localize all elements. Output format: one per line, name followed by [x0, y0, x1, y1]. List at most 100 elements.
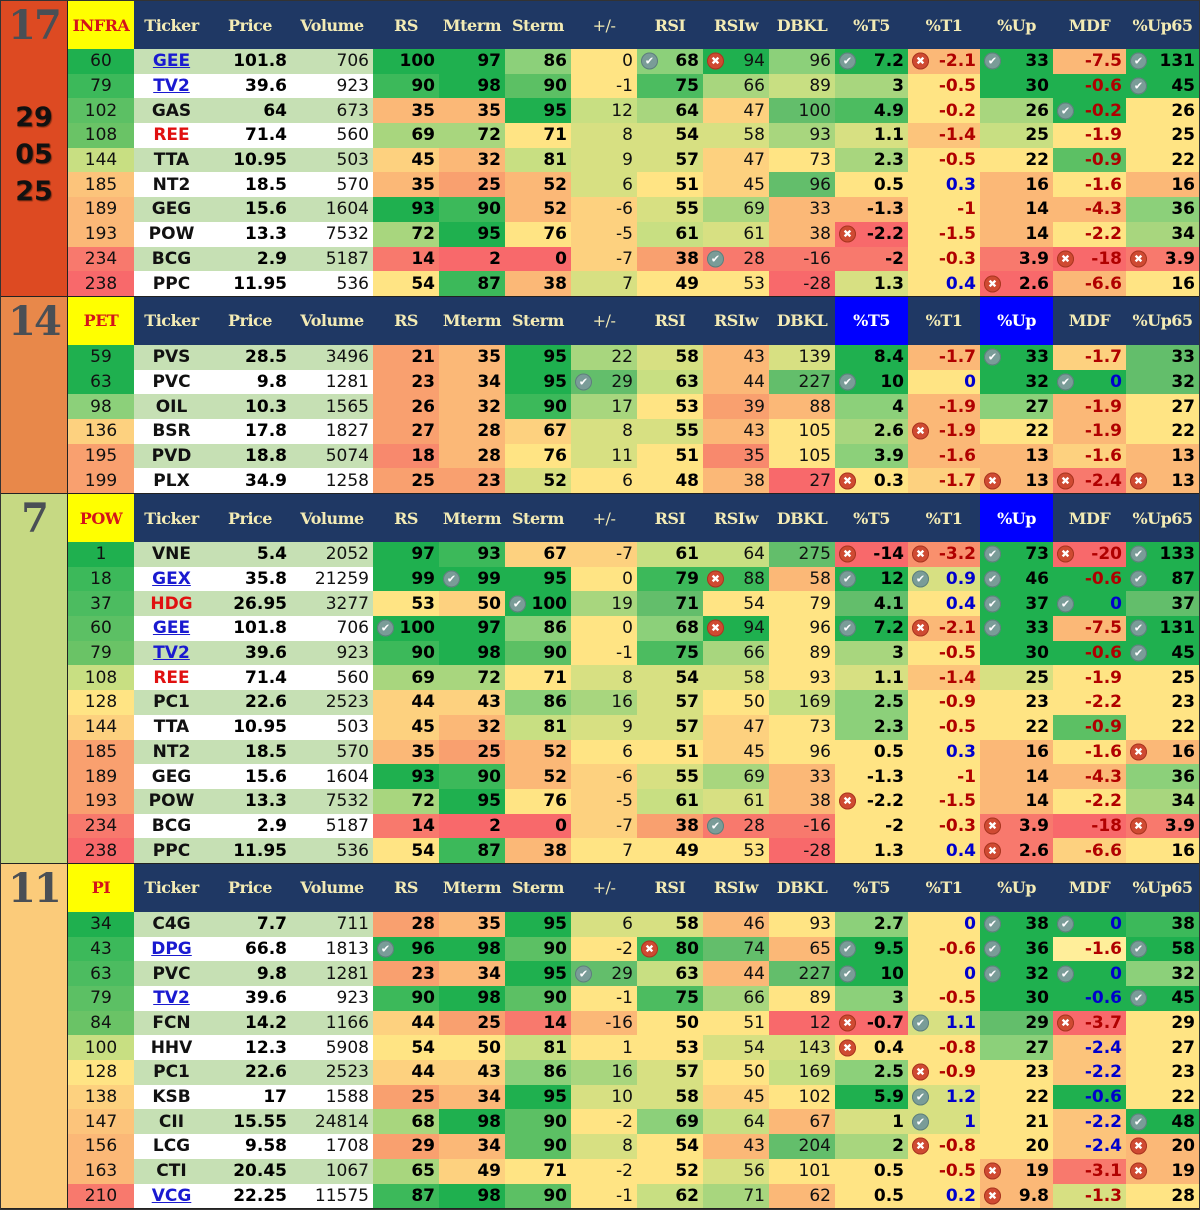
table-row[interactable]: 210 VCG 22.25 11575 87 98 90 -1 62 71 62 0.5 0.2 9.8 ✖…: [68, 1183, 1199, 1209]
table-row[interactable]: 79 TV2 39.6 923 90 98 90 -1 75 66 89 3 -0.5 30 -0.6 45 ✔: [68, 640, 1199, 666]
cell-ticker[interactable]: REE: [134, 123, 209, 148]
column-header-mterm[interactable]: Mterm: [442, 15, 502, 35]
cell-ticker[interactable]: KSB: [134, 1084, 209, 1110]
column-header-dbkl[interactable]: DBKL: [776, 15, 828, 35]
table-row[interactable]: 193 POW 13.3 7532 72 95 76 -5 61 61 38 -2.2 ✖ -1.5 14 -…: [68, 788, 1199, 814]
column-header-mdf[interactable]: MDF: [1068, 878, 1111, 898]
cell-ticker[interactable]: LCG: [134, 1134, 209, 1159]
column-header-rsiw[interactable]: RSIw: [713, 15, 759, 35]
cell-ticker[interactable]: TV2: [134, 986, 209, 1011]
ticker-link[interactable]: CII: [158, 1111, 185, 1132]
table-row[interactable]: 37 HDG 26.95 3277 53 50 100 ✔ 19 71 54 79 4.1 0.4 37 ✔ 0…: [68, 591, 1199, 617]
cell-ticker[interactable]: REE: [134, 665, 209, 691]
column-header-rs[interactable]: RS: [394, 15, 418, 35]
cell-ticker[interactable]: C4G: [134, 911, 209, 937]
column-header-rsi[interactable]: RSI: [654, 878, 686, 898]
table-row[interactable]: 108 REE 71.4 560 69 72 71 8 54 58 93 1.1 -1.4 25 -1.9 2…: [68, 123, 1199, 148]
ticker-link[interactable]: TV2: [153, 76, 190, 97]
table-row[interactable]: 79 TV2 39.6 923 90 98 90 -1 75 66 89 3 -0.5 30 -0.6 45 ✔: [68, 986, 1199, 1011]
ticker-link[interactable]: PC1: [153, 1062, 190, 1083]
column-header-volume[interactable]: Volume: [300, 15, 364, 35]
cell-ticker[interactable]: NT2: [134, 172, 209, 198]
cell-ticker[interactable]: CII: [134, 1109, 209, 1135]
ticker-link[interactable]: LCG: [152, 1136, 191, 1157]
column-header-sterm[interactable]: Sterm: [512, 15, 564, 35]
column-header--up65[interactable]: %Up65: [1132, 508, 1193, 528]
column-header--t5[interactable]: %T5: [853, 878, 890, 898]
cell-ticker[interactable]: FCN: [134, 1010, 209, 1036]
column-header-rsiw[interactable]: RSIw: [713, 508, 759, 528]
cell-ticker[interactable]: OIL: [134, 394, 209, 419]
ticker-link[interactable]: CTI: [156, 1161, 187, 1182]
ticker-link[interactable]: REE: [153, 667, 190, 688]
ticker-link[interactable]: BCG: [151, 815, 192, 836]
column-header-rsiw[interactable]: RSIw: [713, 311, 759, 331]
table-row[interactable]: 193 POW 13.3 7532 72 95 76 -5 61 61 38 -2.2 ✖ -1.5 14 -…: [68, 221, 1199, 247]
ticker-link[interactable]: GEG: [151, 766, 192, 787]
cell-ticker[interactable]: VCG: [134, 1183, 209, 1209]
table-row[interactable]: 34 C4G 7.7 711 28 35 95 6 58 46 93 2.7 0 38 ✔ 0 ✔ 38: [68, 911, 1199, 937]
column-header-ticker[interactable]: Ticker: [144, 311, 199, 331]
ticker-link[interactable]: PVD: [151, 445, 192, 466]
column-header--[interactable]: +/-: [592, 878, 616, 898]
cell-ticker[interactable]: DPG: [134, 936, 209, 962]
table-row[interactable]: 138 KSB 17 1588 25 34 95 10 58 45 102 5.9 1.2 ✔ 22 -0.6…: [68, 1084, 1199, 1110]
table-row[interactable]: 60 GEE 101.8 706 100 97 86 0 68 ✔ 94 ✖ 96 7.2 ✔ -2.1 ✖ 33…: [68, 49, 1199, 74]
cell-ticker[interactable]: GEE: [134, 616, 209, 641]
column-header--t5[interactable]: %T5: [853, 15, 890, 35]
ticker-link[interactable]: TTA: [153, 150, 190, 171]
table-row[interactable]: 163 CTI 20.45 1067 65 49 71 -2 52 56 101 0.5 -0.5 19 ✖…: [68, 1158, 1199, 1184]
ticker-link[interactable]: GEX: [152, 569, 191, 590]
table-row[interactable]: 63 PVC 9.8 1281 23 34 95 29 ✔ 63 44 227 10 ✔ 0 32 ✔ 0 ✔ 32: [68, 961, 1199, 986]
cell-ticker[interactable]: GEG: [134, 197, 209, 222]
table-row[interactable]: 128 PC1 22.6 2523 44 43 86 16 57 50 169 2.5 -0.9 23 -2…: [68, 690, 1199, 715]
ticker-link[interactable]: TTA: [153, 717, 190, 738]
column-header--up[interactable]: %Up: [980, 296, 1053, 345]
column-header--up[interactable]: %Up: [997, 878, 1036, 898]
table-row[interactable]: 84 FCN 14.2 1166 44 25 14 -16 50 51 12 -0.7 ✖ 1.1 ✔ 29-…: [68, 1010, 1199, 1036]
column-header-sterm[interactable]: Sterm: [512, 508, 564, 528]
table-row[interactable]: 18 GEX 35.8 21259 99 99 ✔ 95 0 79 88 ✖ 58 12 ✔ 0.9 ✔ 46 ✔ -…: [68, 566, 1199, 592]
table-row[interactable]: 79 TV2 39.6 923 90 98 90 -1 75 66 89 3 -0.5 30 -0.6 45 ✔: [68, 73, 1199, 99]
cell-ticker[interactable]: BCG: [134, 813, 209, 839]
table-row[interactable]: 136 BSR 17.8 1827 27 28 67 8 55 43 105 2.6 -1.9 ✖ 22 -1…: [68, 418, 1199, 444]
column-header-price[interactable]: Price: [228, 15, 272, 35]
ticker-link[interactable]: PVC: [152, 963, 191, 984]
cell-ticker[interactable]: PVS: [134, 344, 209, 370]
cell-ticker[interactable]: TTA: [134, 714, 209, 740]
cell-ticker[interactable]: TTA: [134, 147, 209, 173]
column-header-mdf[interactable]: MDF: [1068, 15, 1111, 35]
table-row[interactable]: 195 PVD 18.8 5074 18 28 76 11 51 35 105 3.9 -1.6 13 -1…: [68, 443, 1199, 469]
cell-ticker[interactable]: GEG: [134, 764, 209, 789]
column-header-ticker[interactable]: Ticker: [144, 878, 199, 898]
column-header-mdf[interactable]: MDF: [1068, 508, 1111, 528]
cell-ticker[interactable]: PLX: [134, 468, 209, 493]
column-header--t1[interactable]: %T1: [925, 311, 963, 331]
table-row[interactable]: 156 LCG 9.58 1708 29 34 90 8 54 43 204 2 -0.8 ✖ 20 -2.4…: [68, 1134, 1199, 1159]
cell-ticker[interactable]: TV2: [134, 640, 209, 666]
table-row[interactable]: 128 PC1 22.6 2523 44 43 86 16 57 50 169 2.5 -0.9 ✖ 23 -…: [68, 1060, 1199, 1085]
column-header--t1[interactable]: %T1: [925, 15, 963, 35]
column-header-rs[interactable]: RS: [394, 311, 418, 331]
column-header--[interactable]: +/-: [592, 15, 616, 35]
ticker-link[interactable]: VCG: [151, 1185, 192, 1206]
column-header-mterm[interactable]: Mterm: [442, 878, 502, 898]
table-row[interactable]: 199 PLX 34.9 1258 25 23 52 6 48 38 27 0.3 ✖ -1.7 13 ✖ -2…: [68, 468, 1199, 493]
column-header--t1[interactable]: %T1: [925, 508, 963, 528]
cell-ticker[interactable]: HDG: [134, 591, 209, 617]
column-header-rsiw[interactable]: RSIw: [713, 878, 759, 898]
table-row[interactable]: 185 NT2 18.5 570 35 25 52 6 51 45 96 0.5 0.3 16 -1.6 16: [68, 172, 1199, 198]
table-row[interactable]: 238 PPC 11.95 536 54 87 38 7 49 53 -28 1.3 0.4 2.6 ✖ -6…: [68, 271, 1199, 296]
table-row[interactable]: 147 CII 15.55 24814 68 98 90 -2 69 64 67 1 1 ✔ 21 -2.2 4…: [68, 1109, 1199, 1135]
ticker-link[interactable]: POW: [148, 791, 195, 812]
column-header-rsi[interactable]: RSI: [654, 15, 686, 35]
column-header--[interactable]: +/-: [592, 508, 616, 528]
column-header--t1[interactable]: %T1: [925, 878, 963, 898]
table-row[interactable]: 234 BCG 2.9 5187 14 2 0 -7 38 28 ✔ -16 -2 -0.3 3.9 ✖ -18…: [68, 813, 1199, 839]
column-header-mterm[interactable]: Mterm: [442, 311, 502, 331]
cell-ticker[interactable]: TV2: [134, 73, 209, 99]
cell-ticker[interactable]: HHV: [134, 1035, 209, 1061]
table-row[interactable]: 189 GEG 15.6 1604 93 90 52 -6 55 69 33 -1.3 -1 14 -4.3…: [68, 764, 1199, 789]
ticker-link[interactable]: BSR: [152, 421, 191, 442]
column-header--up65[interactable]: %Up65: [1132, 15, 1193, 35]
